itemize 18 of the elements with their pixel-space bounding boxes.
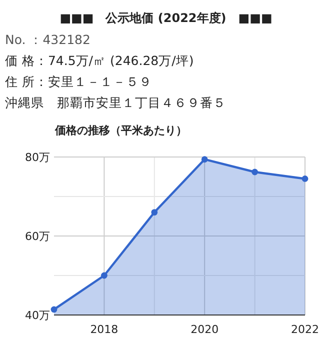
- text: No. ：432182: [5, 32, 90, 47]
- y-tick-label: 40万: [25, 309, 50, 322]
- x-tick-label: 2020: [190, 323, 219, 336]
- point: [101, 272, 108, 279]
- x-tick-label: 2018: [90, 323, 118, 336]
- point: [151, 209, 158, 216]
- chart-title: 価格の推移（平米あたり）: [54, 124, 187, 137]
- text: 価 格：74.5万/㎡ (246.28万/坪): [5, 53, 194, 68]
- text: ■■■ 公示地価 (2022年度) ■■■: [60, 11, 272, 25]
- text: 住 所：安里１－１－５９: [4, 74, 152, 89]
- point: [201, 156, 208, 163]
- point: [50, 306, 58, 313]
- point: [252, 168, 258, 176]
- point: [302, 176, 308, 182]
- y-tick-label: 60万: [25, 230, 50, 243]
- y-tick-label: 80万: [25, 151, 50, 164]
- x-tick-label: 2022: [291, 323, 319, 336]
- text: 沖縄県 那覇市安里１丁目４６９番５: [5, 95, 226, 110]
